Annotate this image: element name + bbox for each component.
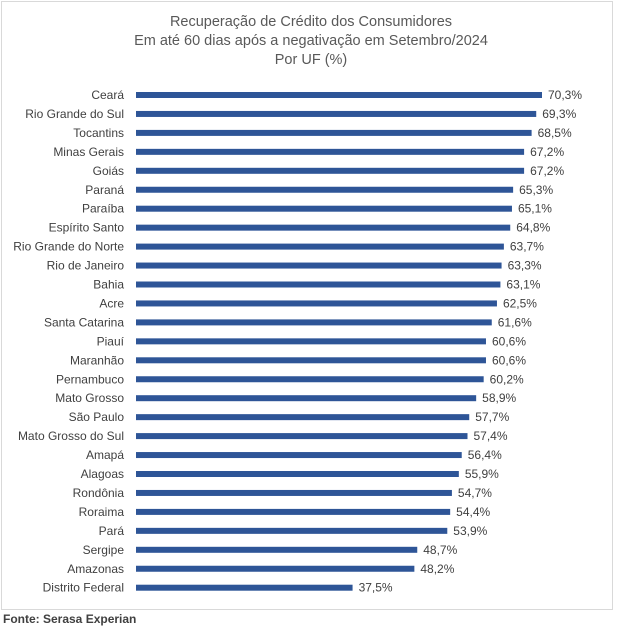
data-label: 63,3% xyxy=(508,259,542,273)
bar xyxy=(136,319,492,326)
bar xyxy=(136,92,542,98)
category-label: Mato Grosso xyxy=(55,391,124,405)
data-label: 65,1% xyxy=(518,202,552,216)
data-label: 64,8% xyxy=(516,221,550,235)
category-label: Roraima xyxy=(79,505,125,519)
data-label: 60,2% xyxy=(490,372,524,386)
bar xyxy=(136,300,497,307)
category-label: Bahia xyxy=(93,278,124,292)
bar xyxy=(136,376,484,383)
bar xyxy=(136,262,502,269)
category-label: Ceará xyxy=(91,88,124,102)
bar xyxy=(136,584,353,591)
source-note: Fonte: Serasa Experian xyxy=(3,612,137,626)
bar xyxy=(136,433,468,440)
data-label: 62,5% xyxy=(503,296,537,310)
category-label: Goiás xyxy=(93,164,124,178)
bar xyxy=(136,148,525,155)
category-label: Maranhão xyxy=(70,353,124,367)
data-label: 67,2% xyxy=(530,145,564,159)
category-label: Pará xyxy=(99,524,125,538)
data-label: 54,4% xyxy=(456,505,490,519)
category-label: Sergipe xyxy=(83,543,125,557)
data-label: 60,6% xyxy=(492,334,526,348)
category-label: Rondônia xyxy=(73,486,125,500)
data-label: 67,2% xyxy=(530,164,564,178)
data-label: 53,9% xyxy=(453,524,487,538)
category-label: Espírito Santo xyxy=(49,221,125,235)
data-label: 57,7% xyxy=(475,410,509,424)
data-label: 63,7% xyxy=(510,240,544,254)
bar xyxy=(136,281,501,288)
bar xyxy=(136,508,451,515)
category-label: Piauí xyxy=(97,334,125,348)
data-label: 57,4% xyxy=(473,429,507,443)
category-label: Mato Grosso do Sul xyxy=(18,429,124,443)
bar xyxy=(136,489,452,496)
data-label: 60,6% xyxy=(492,353,526,367)
category-label: Paraíba xyxy=(82,202,124,216)
category-label: Amazonas xyxy=(67,562,124,576)
data-label: 48,7% xyxy=(423,543,457,557)
chart-subtitle-unit: Por UF (%) xyxy=(274,52,348,68)
bar-chart: Ceará 70,3% Rio Grande do Sul 69,3% Tocantin… xyxy=(13,88,582,595)
chart-subtitle: Em até 60 dias após a negativação em Set… xyxy=(134,33,488,49)
chart-frame xyxy=(1,1,613,610)
bar xyxy=(136,357,486,364)
category-label: Rio Grande do Sul xyxy=(25,107,124,121)
data-label: 68,5% xyxy=(538,126,572,140)
bar xyxy=(136,167,525,174)
data-label: 63,1% xyxy=(506,278,540,292)
category-label: Rio Grande do Norte xyxy=(13,240,124,254)
chart-title: Recuperação de Crédito dos Consumidores xyxy=(169,14,453,30)
bar xyxy=(136,224,511,231)
category-label: Minas Gerais xyxy=(53,145,124,159)
bar xyxy=(136,452,462,459)
bar xyxy=(136,186,514,193)
category-label: São Paulo xyxy=(69,410,125,424)
category-label: Santa Catarina xyxy=(44,315,124,329)
bar xyxy=(136,110,537,117)
category-label: Rio de Janeiro xyxy=(47,259,125,273)
category-label: Amapá xyxy=(86,448,124,462)
category-label: Acre xyxy=(99,296,124,310)
data-label: 69,3% xyxy=(542,107,576,121)
data-label: 56,4% xyxy=(468,448,502,462)
data-label: 61,6% xyxy=(498,315,532,329)
category-label: Paraná xyxy=(85,183,124,197)
data-label: 70,3% xyxy=(548,88,582,102)
bar xyxy=(136,414,470,421)
category-label: Alagoas xyxy=(81,467,124,481)
data-label: 65,3% xyxy=(519,183,553,197)
bar xyxy=(136,471,459,477)
data-label: 54,7% xyxy=(458,486,492,500)
bar xyxy=(136,527,448,534)
category-label: Tocantins xyxy=(73,126,124,140)
category-label: Pernambuco xyxy=(56,372,124,386)
data-label: 48,2% xyxy=(420,562,454,576)
data-label: 58,9% xyxy=(482,391,516,405)
data-label: 55,9% xyxy=(465,467,499,481)
category-label: Distrito Federal xyxy=(43,581,124,595)
bar xyxy=(136,129,532,136)
bar xyxy=(136,205,512,212)
data-label: 37,5% xyxy=(359,581,393,595)
bar xyxy=(136,338,486,345)
bar xyxy=(136,546,418,553)
bar xyxy=(136,243,504,250)
bar xyxy=(136,395,477,402)
bar xyxy=(136,565,415,572)
